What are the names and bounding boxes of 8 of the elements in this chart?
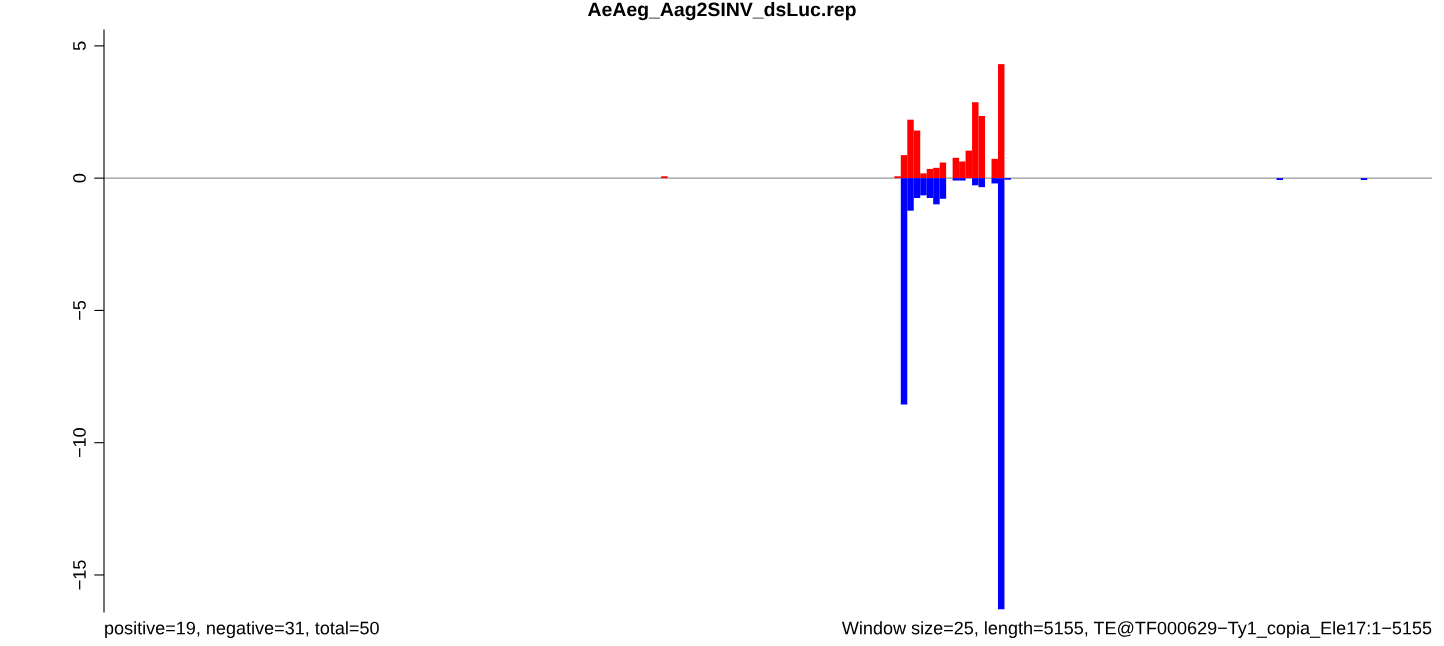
chart-title: AeAeg_Aag2SINV_dsLuc.rep [587, 2, 856, 21]
text: positive=19, negative=31, total=50 [105, 621, 379, 638]
y-tick-label: −10 [73, 428, 86, 458]
y-tick-label: −15 [73, 560, 86, 590]
y-tick-label: 0 [73, 173, 86, 183]
text: Window size=25, length=5155, TE@TF000629−Ty1_copia_Ele17:1−5155 [841, 621, 1432, 638]
y-tick-label: 5 [73, 41, 86, 51]
y-tick-label: −5 [73, 300, 86, 320]
